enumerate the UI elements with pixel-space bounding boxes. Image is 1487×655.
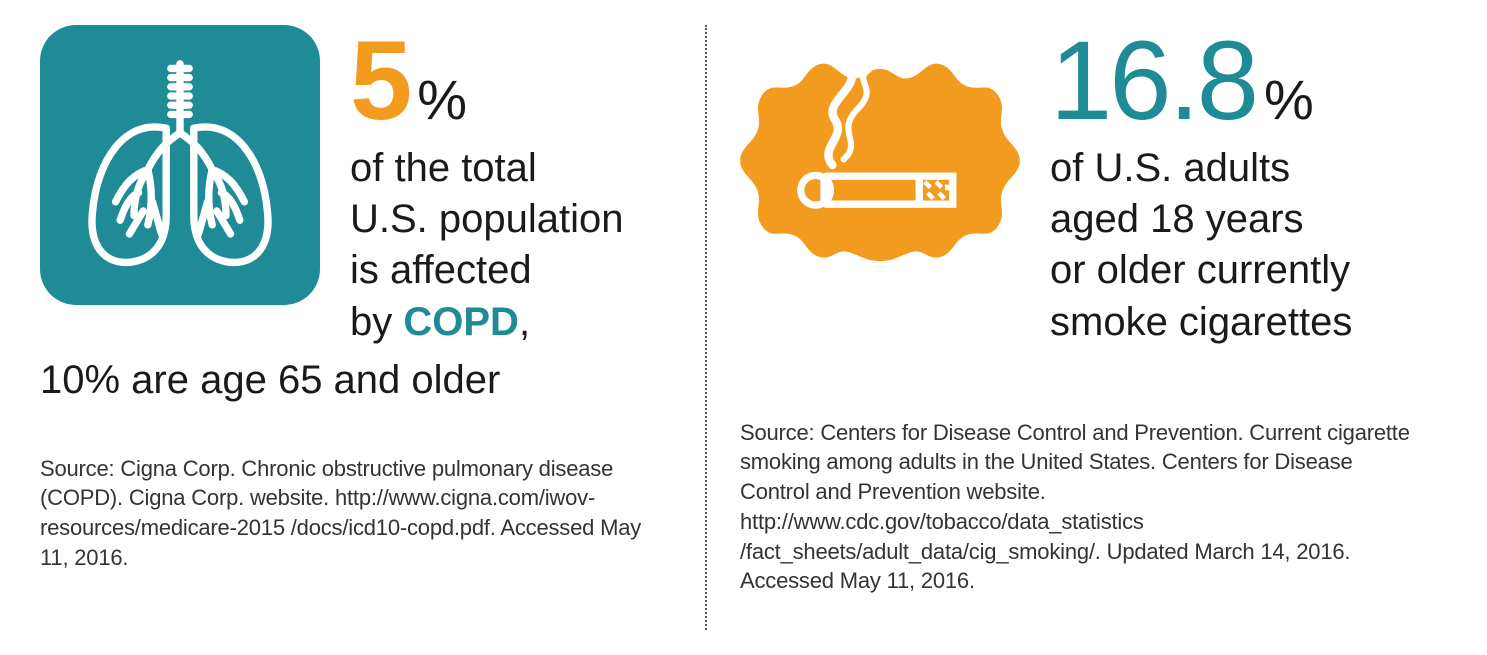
cigarette-badge [740,25,1020,305]
left-desc-line1: of the total [350,146,537,190]
right-source: Source: Centers for Disease Control and … [740,418,1420,596]
right-desc-line1: of U.S. adults [1050,146,1290,190]
right-desc-line3: or older currently [1050,248,1350,292]
right-percent-symbol: % [1264,72,1314,128]
left-desc-line3: is affected [350,248,532,292]
scalloped-badge-shape [740,64,1020,261]
right-stat-number: 16.8 [1050,25,1256,137]
left-desc-suffix: , [519,300,530,344]
left-desc-line4-prefix: by [350,300,403,344]
left-sub-line: 10% are age 65 and older [40,356,670,404]
left-percent-symbol: % [417,72,467,128]
lungs-icon-box [40,25,320,305]
left-source: Source: Cigna Corp. Chronic obstructive … [40,454,670,573]
left-stat-number: 5 [350,25,409,137]
right-panel: 16.8 % of U.S. adults aged 18 years or o… [700,25,1420,630]
left-desc-emph: COPD [403,300,519,344]
lungs-icon [65,50,295,280]
left-panel: 5 % of the total U.S. population is affe… [40,25,700,630]
right-stat-line: 16.8 % [1050,25,1352,137]
right-desc-line2: aged 18 years [1050,197,1304,241]
right-stat-block: 16.8 % of U.S. adults aged 18 years or o… [1050,25,1352,348]
left-top-row: 5 % of the total U.S. population is affe… [40,25,670,348]
right-desc-line4: smoke cigarettes [1050,300,1352,344]
right-desc: of U.S. adults aged 18 years or older cu… [1050,143,1352,348]
left-desc: of the total U.S. population is affected… [350,143,624,348]
left-stat-line: 5 % [350,25,624,137]
vertical-divider [705,25,707,630]
left-desc-line2: U.S. population [350,197,624,241]
cigarette-badge-svg [740,25,1020,305]
left-stat-block: 5 % of the total U.S. population is affe… [350,25,624,348]
right-top-row: 16.8 % of U.S. adults aged 18 years or o… [740,25,1420,348]
